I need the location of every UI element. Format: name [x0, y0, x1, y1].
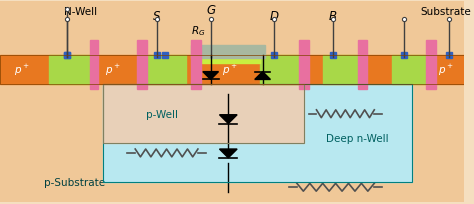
Text: G: G	[206, 4, 215, 17]
Text: p-Substrate: p-Substrate	[44, 177, 105, 187]
Bar	[103, 85, 411, 182]
Polygon shape	[255, 72, 271, 80]
Text: B: B	[329, 10, 337, 23]
Text: $R_G$: $R_G$	[191, 24, 205, 38]
Text: $p^+$: $p^+$	[222, 63, 238, 78]
Polygon shape	[203, 72, 219, 80]
Bar	[0, 56, 465, 85]
Bar	[260, 56, 302, 85]
Text: $n^+$: $n^+$	[61, 64, 76, 77]
Bar	[103, 85, 304, 143]
Text: $p^+$: $p^+$	[335, 63, 351, 78]
Bar	[64, 53, 70, 59]
Text: Deep n-Well: Deep n-Well	[326, 134, 389, 144]
Text: N-Well: N-Well	[64, 7, 97, 17]
Bar	[103, 85, 411, 182]
Text: D: D	[270, 10, 279, 23]
Bar	[145, 56, 186, 85]
Text: Substrate: Substrate	[420, 7, 471, 17]
Bar	[49, 56, 93, 85]
Bar	[426, 41, 436, 90]
Bar	[196, 56, 260, 63]
Bar	[0, 56, 465, 85]
Bar	[90, 41, 98, 90]
Bar	[64, 53, 70, 59]
Bar	[162, 53, 167, 59]
Bar	[299, 41, 309, 90]
Text: S: S	[153, 10, 161, 23]
Polygon shape	[219, 149, 237, 158]
Bar	[392, 56, 431, 85]
Bar	[191, 46, 264, 59]
Bar	[330, 53, 336, 59]
Bar	[446, 53, 452, 59]
Bar	[191, 41, 201, 90]
Bar	[137, 41, 147, 90]
Text: $n^+$: $n^+$	[402, 64, 417, 77]
Text: p-Well: p-Well	[146, 109, 178, 119]
Bar	[154, 53, 160, 59]
Text: $p^+$: $p^+$	[105, 63, 120, 78]
Bar	[103, 85, 304, 143]
Text: $n^+$: $n^+$	[154, 64, 169, 77]
Bar	[272, 53, 277, 59]
Bar	[358, 41, 367, 90]
Text: $n^+$: $n^+$	[334, 64, 348, 77]
Bar	[401, 53, 407, 59]
Text: $p^+$: $p^+$	[438, 63, 454, 78]
Text: $p^+$: $p^+$	[14, 63, 29, 78]
Text: $n^+$: $n^+$	[272, 64, 287, 77]
Polygon shape	[219, 115, 237, 124]
Bar	[323, 56, 363, 85]
